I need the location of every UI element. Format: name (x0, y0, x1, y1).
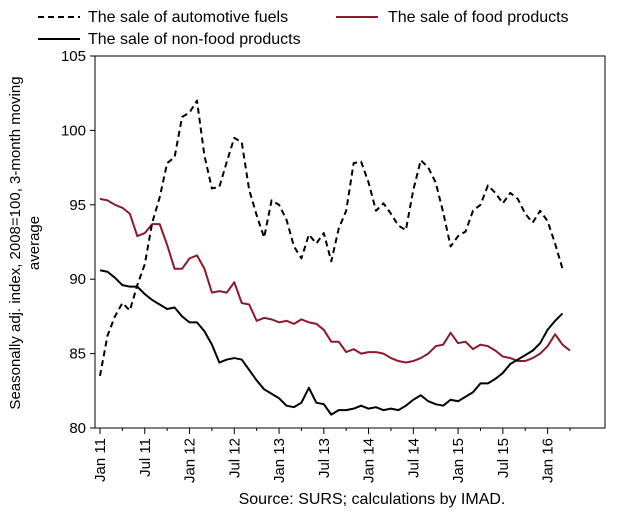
series-line-the-sale-of-non-food-products (99, 269, 564, 416)
x-tick-label: Jul 12 (226, 438, 243, 478)
series-line-the-sale-of-food-products (99, 197, 571, 364)
y-tick-label: 85 (69, 346, 86, 363)
x-tick-label: Jan 14 (361, 438, 378, 483)
legend-label-non-food-products: The sale of non-food products (88, 31, 301, 48)
x-tick-label: Jul 11 (137, 438, 154, 477)
y-axis-title-line-1: Seasonally adj. index, 2008=100, 3-month… (7, 76, 24, 409)
x-tick-label: Jan 15 (450, 438, 467, 483)
x-tick-label: Jul 15 (495, 438, 512, 478)
x-tick-label: Jul 13 (316, 438, 333, 478)
y-tick-label: 90 (69, 271, 86, 288)
series-line-the-sale-of-automotive-fuels (99, 99, 564, 377)
x-tick-label: Jan 11 (92, 438, 109, 482)
y-tick-label: 100 (61, 122, 86, 139)
y-tick-label: 105 (61, 48, 86, 65)
legend-label-food-products: The sale of food products (388, 9, 569, 26)
y-axis: 80 85 90 95 100 105 (61, 48, 95, 437)
x-tick-label: Jan 12 (182, 438, 199, 483)
x-tick-label: Jan 16 (540, 438, 557, 483)
x-tick-label: Jul 14 (405, 438, 422, 478)
source-note: Source: SURS; calculations by IMAD. (239, 491, 506, 508)
y-tick-label: 80 (69, 420, 86, 437)
x-axis: Jan 11 Jul 11 Jan 12 Jul 12 Jan 13 Jul 13 Jan … (92, 428, 571, 483)
x-tick-label: Jan 13 (271, 438, 288, 483)
series-layer (99, 99, 571, 416)
y-axis-title-line-2: average (26, 216, 43, 270)
legend-label-automotive-fuels: The sale of automotive fuels (88, 9, 288, 26)
y-tick-label: 95 (69, 197, 86, 214)
legend: The sale of automotive fuels The sale of… (38, 9, 569, 48)
plot-area (94, 55, 606, 429)
